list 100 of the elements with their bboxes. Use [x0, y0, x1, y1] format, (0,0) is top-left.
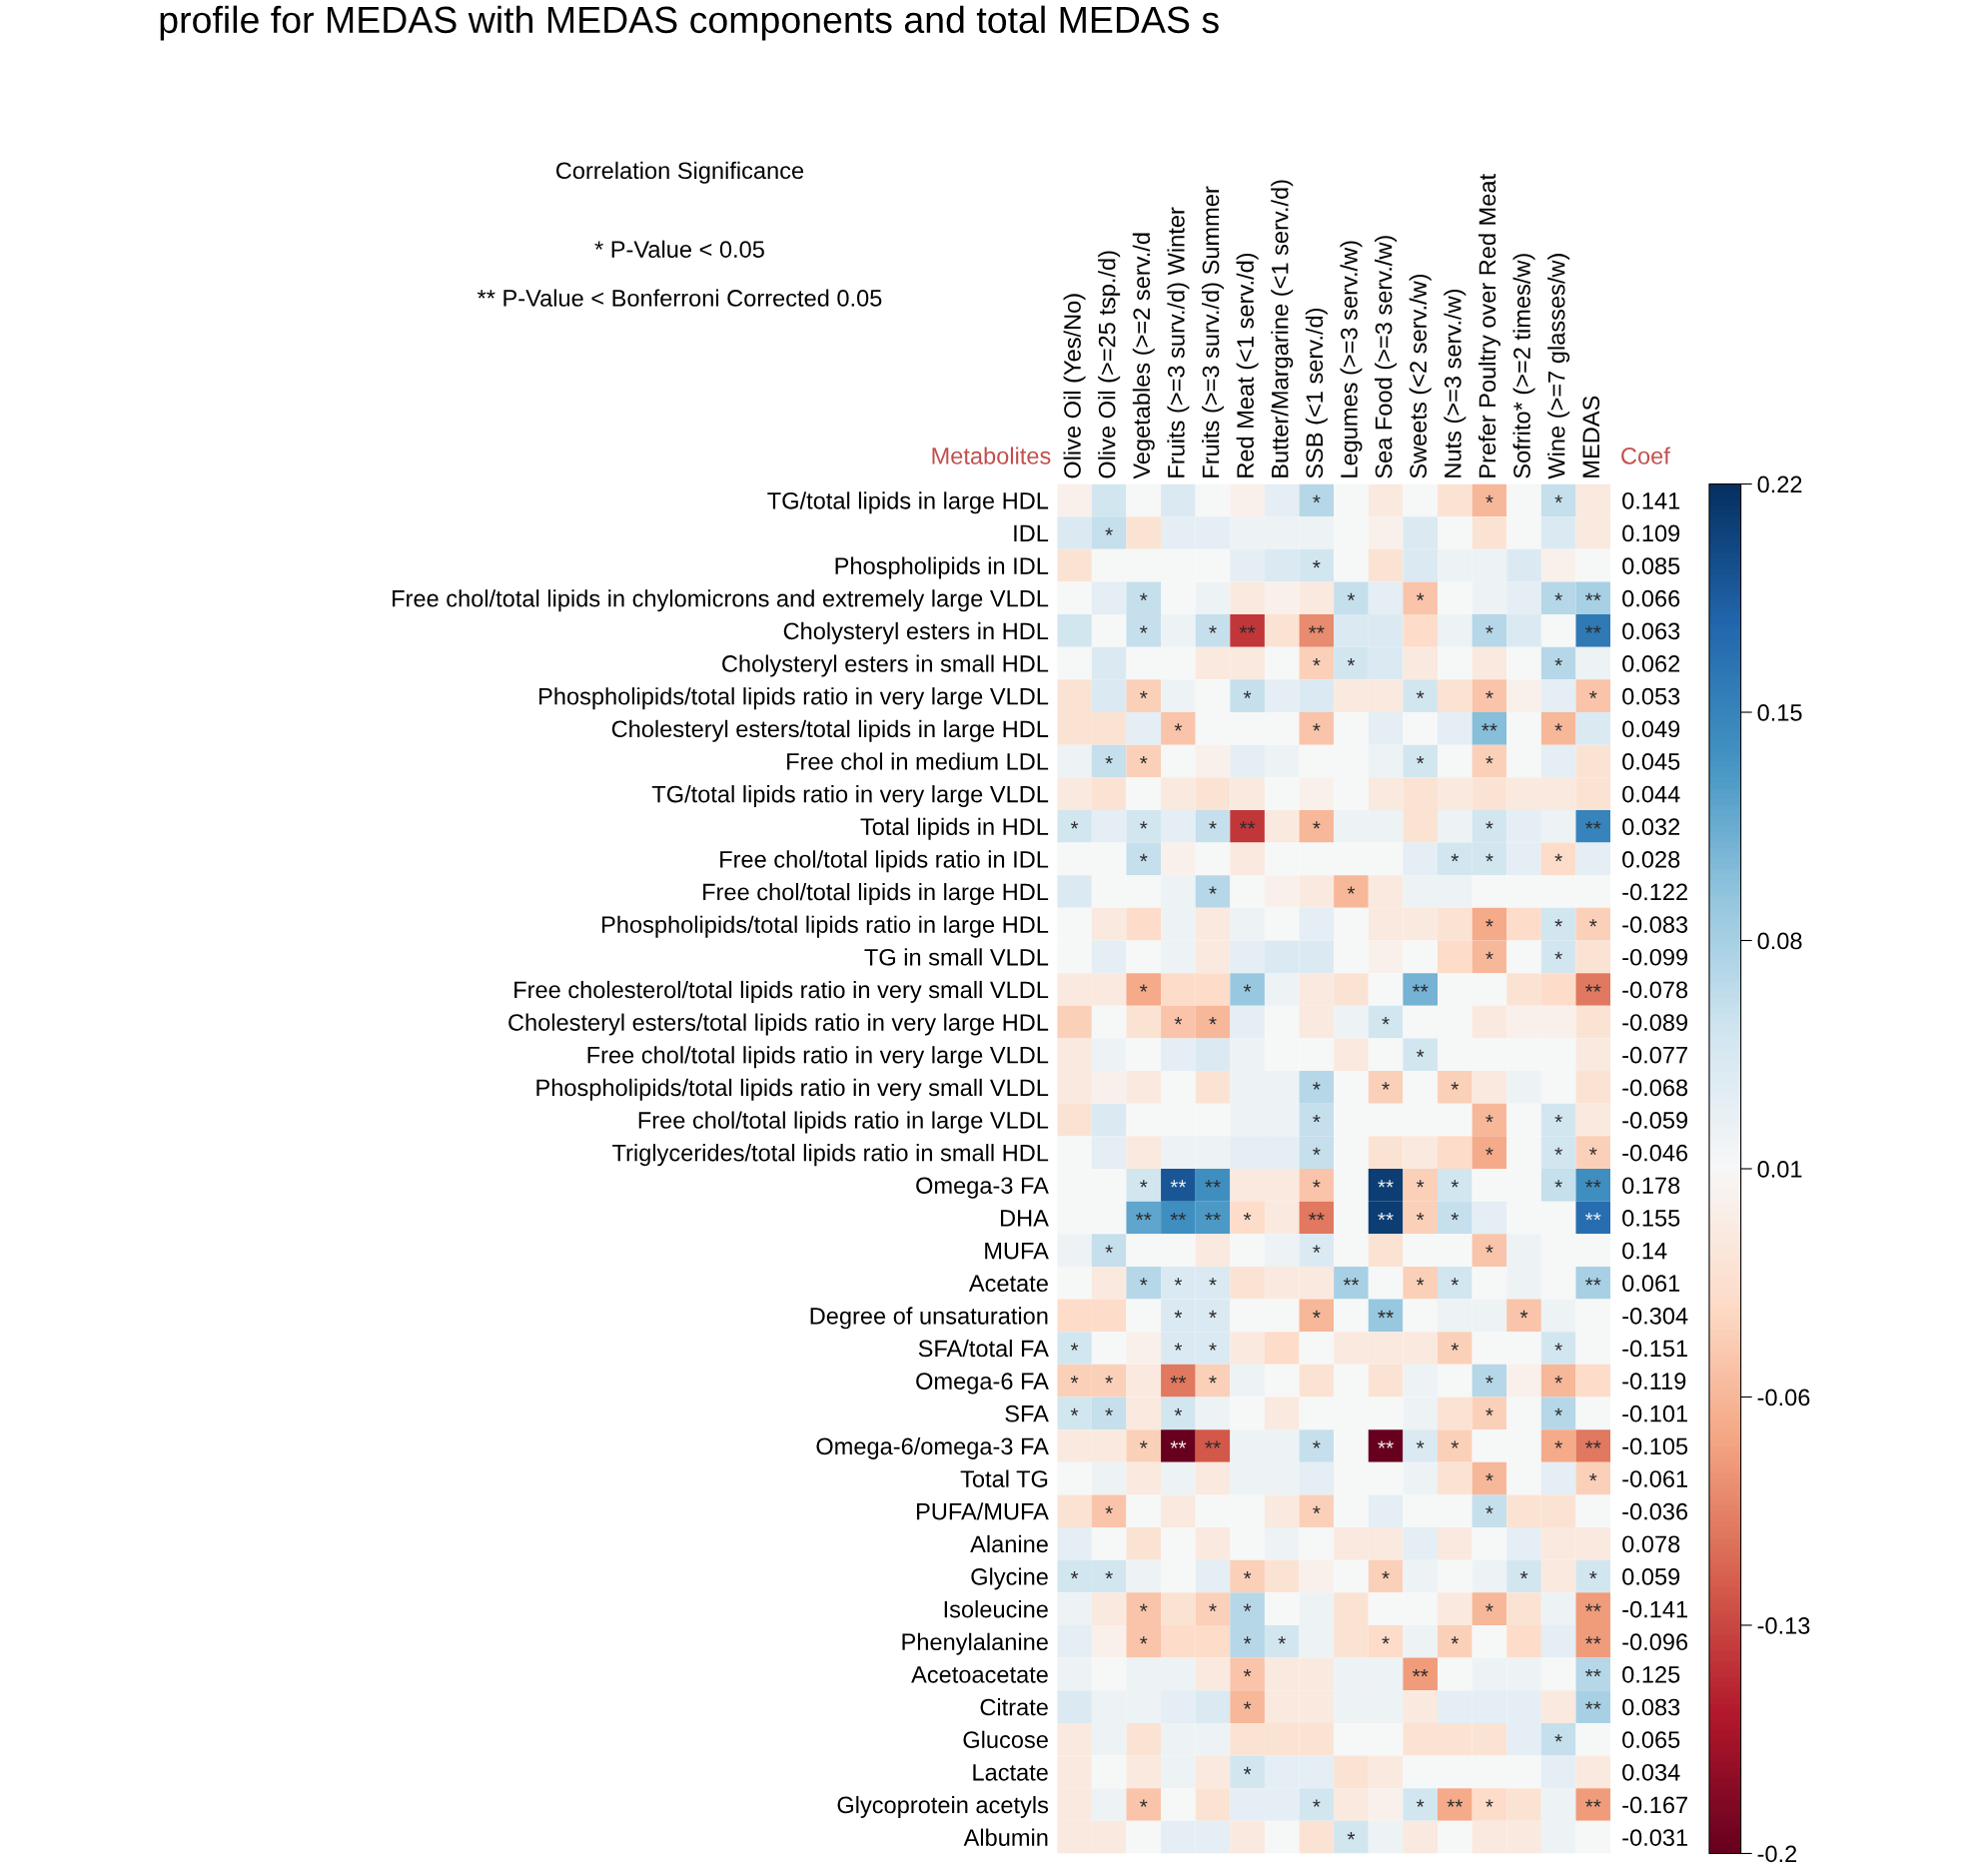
- data-label: **: [1239, 821, 1256, 829]
- data-label: **: [1378, 1310, 1394, 1319]
- data-label: *: [1209, 1343, 1217, 1351]
- data-label: *: [1485, 1245, 1493, 1253]
- data-label: *: [1416, 1440, 1425, 1448]
- data-label: **: [1170, 1180, 1187, 1188]
- color-bar-label: 0.22: [1757, 475, 1802, 493]
- color-bar-label: 0.15: [1757, 704, 1802, 721]
- y-tick-label: Isoleucine: [944, 1600, 1048, 1618]
- data-label: *: [1105, 1407, 1113, 1416]
- y2-tick-label: -0.096: [1622, 1633, 1688, 1651]
- data-label: *: [1416, 690, 1425, 698]
- data-label: **: [1584, 821, 1601, 829]
- data-label: *: [1554, 919, 1562, 927]
- data-label: *: [1209, 1278, 1217, 1286]
- y-tick-label: Free chol in medium LDL: [787, 752, 1049, 770]
- data-label: *: [1416, 755, 1425, 764]
- data-label: *: [1554, 1115, 1562, 1123]
- y2-tick-label: 0.045: [1622, 753, 1680, 770]
- data-label: **: [1412, 984, 1429, 992]
- data-label: **: [1205, 1212, 1221, 1221]
- y2-tick-label: 0.062: [1622, 655, 1680, 672]
- text: * P-Value < 0.05: [594, 240, 764, 258]
- data-label: **: [1309, 1212, 1325, 1221]
- data-label: *: [1485, 1115, 1493, 1123]
- y2-tick-label: 0.155: [1622, 1210, 1680, 1227]
- data-label: *: [1485, 1407, 1493, 1416]
- data-label: *: [1313, 494, 1321, 503]
- data-label: *: [1140, 1180, 1148, 1188]
- data-label: *: [1313, 1245, 1321, 1253]
- data-label: *: [1243, 1603, 1252, 1611]
- data-label: *: [1554, 723, 1562, 731]
- data-label: *: [1209, 1310, 1217, 1319]
- data-label: *: [1485, 1603, 1493, 1611]
- color-bar-label: -0.2: [1757, 1845, 1797, 1863]
- y-tick-label: TG/total lipids ratio in very large VLDL: [651, 785, 1049, 808]
- data-label: *: [1451, 1440, 1460, 1448]
- data-label: *: [1243, 1570, 1252, 1579]
- data-label: *: [1554, 592, 1562, 601]
- y-tick-label: Omega-3 FA: [916, 1177, 1049, 1199]
- data-label: *: [1140, 625, 1148, 633]
- data-label: **: [1205, 1440, 1221, 1448]
- data-label: **: [1584, 592, 1601, 601]
- data-label: *: [1554, 1180, 1562, 1188]
- data-label: *: [1554, 658, 1562, 666]
- data-label: **: [1584, 1799, 1601, 1807]
- data-label: *: [1140, 1278, 1148, 1286]
- data-label: **: [1584, 1278, 1601, 1286]
- data-label: *: [1070, 1407, 1079, 1416]
- data-label: **: [1584, 1668, 1601, 1677]
- data-label: *: [1243, 1636, 1252, 1644]
- y-tick-label: Phospholipids/total lipids ratio in large HDL: [602, 915, 1049, 938]
- y-tick-label: Free chol/total lipids ratio in very large VLDL: [587, 1046, 1049, 1069]
- data-label: *: [1140, 690, 1148, 698]
- y-tick-label: Free chol/total lipids in large HDL: [703, 882, 1049, 905]
- data-label: *: [1278, 1636, 1286, 1644]
- y-tick-label: Free chol/total lipids ratio in large VLDL: [638, 1111, 1049, 1134]
- x-tick-label: Sea Food (>=3 serv./w): [1375, 236, 1398, 478]
- data-label: *: [1105, 1376, 1113, 1384]
- data-label: *: [1485, 951, 1493, 960]
- data-label: **: [1378, 1212, 1394, 1221]
- data-label: *: [1451, 1636, 1460, 1644]
- y-tick-label: Triglycerides/total lipids ratio in small HDL: [612, 1144, 1049, 1167]
- data-label: *: [1416, 1278, 1425, 1286]
- y2-tick-label: 0.032: [1622, 818, 1680, 836]
- data-label: *: [1313, 1180, 1321, 1188]
- y-tick-label: TG in small VLDL: [864, 948, 1049, 966]
- y2-tick-label: 0.141: [1622, 491, 1680, 509]
- data-label: *: [1554, 853, 1562, 862]
- data-label: **: [1482, 723, 1497, 731]
- color-bar-label: -0.13: [1757, 1617, 1810, 1634]
- x-tick-label: MEDAS: [1582, 396, 1600, 477]
- y2-tick-label: -0.046: [1622, 1144, 1688, 1162]
- data-label: *: [1554, 1343, 1562, 1351]
- data-label: *: [1519, 1570, 1528, 1579]
- data-label: **: [1239, 625, 1256, 633]
- data-label: *: [1416, 1049, 1425, 1058]
- data-label: *: [1313, 1115, 1321, 1123]
- data-label: *: [1451, 1082, 1460, 1090]
- data-label: **: [1447, 1799, 1464, 1807]
- data-label: *: [1416, 1799, 1425, 1807]
- data-label: *: [1140, 853, 1148, 862]
- y-tick-label: Cholesteryl esters/total lipids ratio in very large HDL: [508, 1013, 1049, 1036]
- data-label: *: [1070, 1343, 1079, 1351]
- data-label: *: [1485, 755, 1493, 764]
- data-label: *: [1485, 625, 1493, 633]
- data-label: *: [1105, 1570, 1113, 1579]
- data-label: *: [1382, 1017, 1390, 1025]
- x-tick-label: Wine (>=7 glasses/w): [1547, 254, 1570, 479]
- data-label: *: [1243, 984, 1252, 992]
- data-label: *: [1451, 1212, 1460, 1221]
- y2-tick-label: 0.14: [1622, 1242, 1667, 1260]
- y-tick-label: Total TG: [960, 1469, 1048, 1487]
- y2-tick-label: -0.105: [1622, 1437, 1688, 1455]
- data-label: *: [1485, 1376, 1493, 1384]
- data-label: *: [1589, 1570, 1597, 1579]
- x-tick-label: Olive Oil (Yes/No): [1063, 294, 1086, 478]
- y-tick-label: Cholysteryl esters in small HDL: [722, 654, 1049, 677]
- data-label: *: [1485, 494, 1493, 503]
- y2-tick-label: -0.059: [1622, 1112, 1688, 1129]
